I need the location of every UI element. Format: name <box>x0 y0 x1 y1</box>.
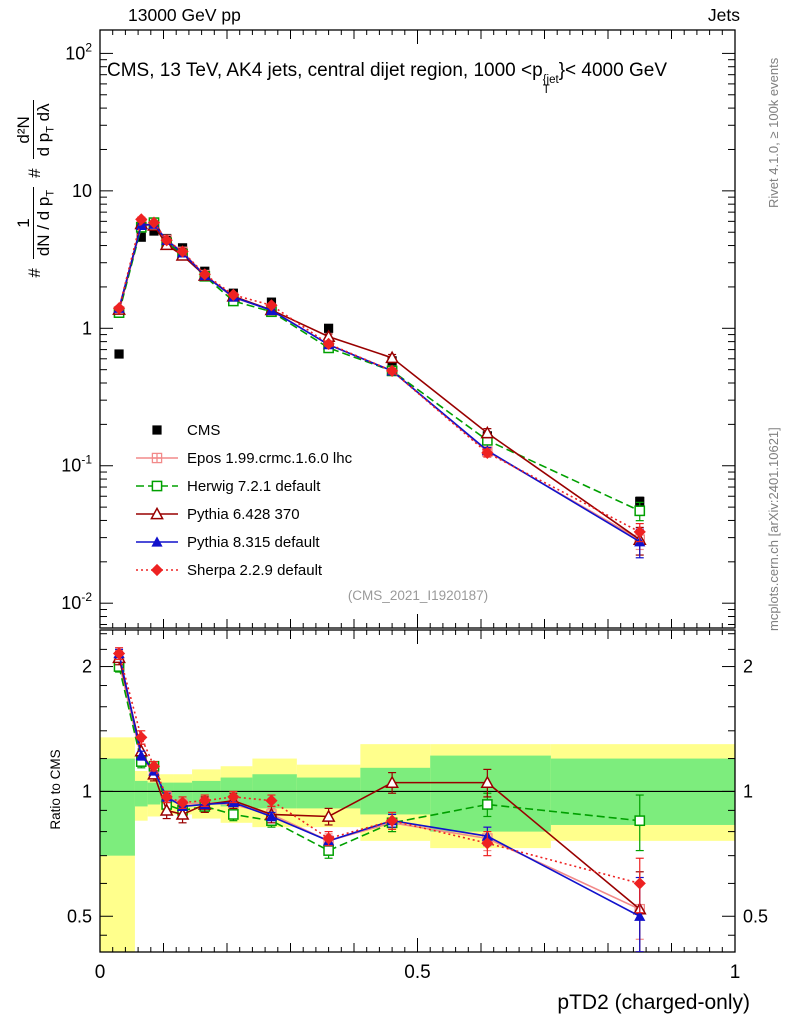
mcplots-arxiv-caption: mcplots.cern.ch [arXiv:2401.10621] <box>766 427 781 631</box>
pt-supsub: {jet T <box>542 74 559 96</box>
legend-item-sherpa-2-2-9-default: Sherpa 2.2.9 default <box>134 556 352 584</box>
band-green <box>100 758 135 856</box>
axis-tick-label: 0.5 <box>404 962 430 983</box>
fraction-one-over-dndpt: 1 dN / d pT <box>14 186 57 260</box>
plot-title-text: CMS, 13 TeV, AK4 jets, central dijet reg… <box>107 60 543 81</box>
legend-marker-cms <box>152 425 162 435</box>
beam-energy-label: 13000 GeV pp <box>128 5 241 25</box>
band-green <box>147 782 161 805</box>
hash-symbol: # <box>25 168 45 178</box>
legend-item-pythia-8-315-default: Pythia 8.315 default <box>134 528 352 556</box>
legend-label: Herwig 7.2.1 default <box>187 477 321 495</box>
observable-group-label: Jets <box>707 5 740 25</box>
axis-tick-label: 0.5 <box>743 906 768 926</box>
axis-tick-label: 102 <box>65 40 92 63</box>
ratio-series-sherpa-2-2-9-default <box>112 647 646 914</box>
legend-item-herwig-7-2-1-default: Herwig 7.2.1 default <box>134 472 352 500</box>
legend-label: Pythia 6.428 370 <box>187 505 300 523</box>
main-panel-frame <box>99 29 736 629</box>
plot-title: CMS, 13 TeV, AK4 jets, central dijet reg… <box>107 60 667 96</box>
legend-label: CMS <box>187 421 221 439</box>
axis-tick-label: 10 <box>72 181 92 201</box>
band-green <box>134 780 148 807</box>
ratio-panel-frame <box>99 629 736 953</box>
axis-tick-label: 1 <box>82 318 92 338</box>
ratio-y-axis-label: Ratio to CMS <box>48 749 63 830</box>
legend: CMS Epos 1.99.crmc.1.6.0 lhc Herwig 7.2.1 … <box>134 416 352 584</box>
hash-symbol: # <box>25 268 45 278</box>
axis-tick-label: 0.5 <box>67 906 92 926</box>
axis-ticks <box>99 30 736 952</box>
band-green <box>173 782 193 803</box>
legend-marker-sherpa-2-2-9-default <box>136 563 178 577</box>
band-green <box>192 780 221 805</box>
axis-tick-label: 1 <box>730 962 741 983</box>
legend-marker-pythia-6-428-370 <box>136 506 178 520</box>
axis-tick-label: 2 <box>743 657 753 677</box>
legend-label: Pythia 8.315 default <box>187 533 320 551</box>
legend-marker-herwig-7-2-1-default <box>136 480 178 492</box>
axis-tick-label: 0 <box>95 962 106 983</box>
axis-tick-label: 1 <box>82 781 92 801</box>
legend-label: Sherpa 2.2.9 default <box>187 561 323 579</box>
main-y-axis-label: # 1 dN / d pT # d²N d pT dλ <box>14 33 57 345</box>
legend-item-epos-1-99-crmc-1-6-0-lhc: Epos 1.99.crmc.1.6.0 lhc <box>134 444 352 472</box>
legend-label: Epos 1.99.crmc.1.6.0 lhc <box>187 449 353 467</box>
band-green <box>296 777 361 809</box>
main-series-sherpa-2-2-9-default <box>112 213 646 543</box>
pt-subscript: T <box>542 84 550 96</box>
axis-tick-labels: 102 10 1 10-1 10-2 2 2 1 1 0.5 0.5 0 0.5 1 <box>61 40 768 983</box>
legend-marker-epos-1-99-crmc-1-6-0-lhc <box>136 452 178 464</box>
axis-tick-label: 1 <box>743 781 753 801</box>
plot-title-text-end: }< 4000 GeV <box>558 60 667 81</box>
fraction-d2n: d²N d pT dλ <box>14 100 57 160</box>
rivet-version-caption: Rivet 4.1.0, ≥ 100k events <box>766 57 781 208</box>
pt-superscript: {jet <box>542 74 559 86</box>
analysis-id-watermark: (CMS_2021_I1920187) <box>347 588 489 603</box>
x-axis-label: pTD2 (charged-only) <box>557 991 750 1014</box>
axis-tick-label: 2 <box>82 657 92 677</box>
axis-tick-label: 10-1 <box>61 453 92 476</box>
legend-marker-pythia-8-315-default <box>136 536 178 547</box>
legend-item-pythia-6-428-370: Pythia 6.428 370 <box>134 500 352 528</box>
legend-item-cms: CMS <box>134 416 352 444</box>
axis-tick-label: 10-2 <box>61 590 92 613</box>
